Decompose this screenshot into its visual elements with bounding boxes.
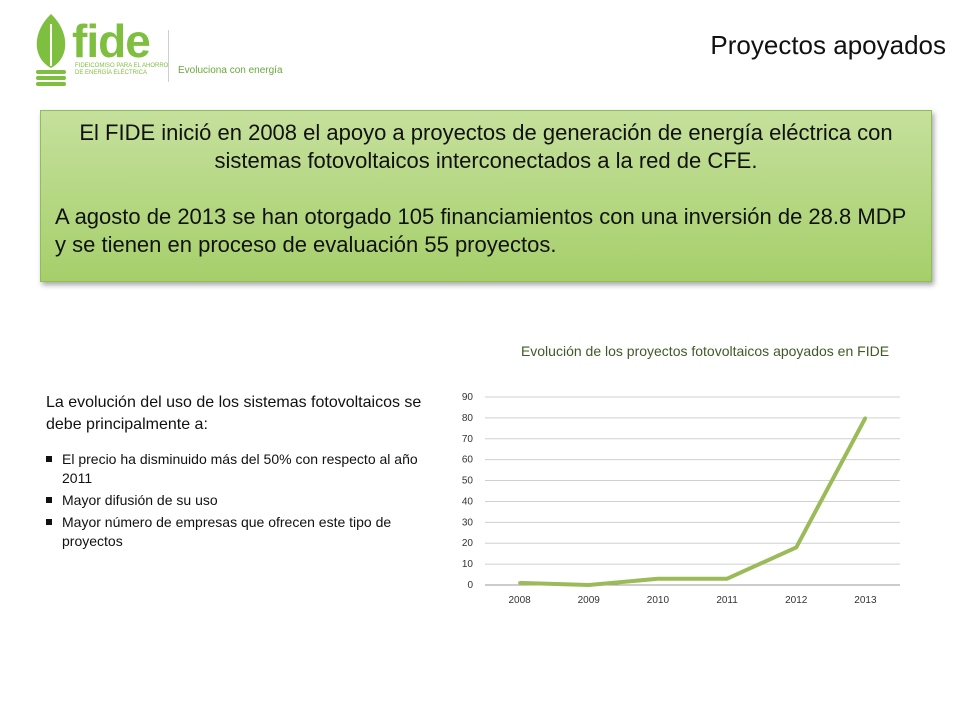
logo-wordmark: fide xyxy=(72,15,151,67)
y-tick-label: 50 xyxy=(462,476,474,487)
list-item-text: Mayor número de empresas que ofrecen est… xyxy=(62,514,392,549)
reasons-section: La evolución del uso de los sistemas fot… xyxy=(46,392,426,554)
logo-subtitle: FIDEICOMISO PARA EL AHORRO DE ENERGÍA EL… xyxy=(75,63,169,76)
y-tick-label: 40 xyxy=(462,496,474,507)
square-bullet-icon xyxy=(46,456,52,462)
data-point xyxy=(656,577,660,581)
reasons-intro: La evolución del uso de los sistemas fot… xyxy=(46,394,422,433)
series-line xyxy=(519,416,868,587)
page-title: Proyectos apoyados xyxy=(710,30,946,60)
x-tick-label: 2011 xyxy=(716,595,738,606)
list-item: Mayor difusión de su uso xyxy=(46,491,426,510)
y-tick-label: 70 xyxy=(462,434,474,445)
leaf-icon xyxy=(36,14,66,86)
fide-logo: fide FIDEICOMISO PARA EL AHORRO DE ENERG… xyxy=(30,10,290,90)
x-tick-label: 2012 xyxy=(785,595,808,606)
chart-svg: 0 10 20 30 40 50 60 70 80 90 2008 2009 2010 2011 2012 2… xyxy=(462,392,900,606)
y-tick-label: 20 xyxy=(462,538,474,549)
data-point xyxy=(794,545,798,549)
reasons-list: El precio ha disminuido más del 50% con … xyxy=(46,450,426,551)
x-tick-label: 2010 xyxy=(647,595,670,606)
line-chart: 0 10 20 30 40 50 60 70 80 90 2008 2009 2010 2011 2012 2… xyxy=(440,385,910,615)
y-tick-label: 10 xyxy=(462,559,474,570)
x-tick-label: 2008 xyxy=(508,595,531,606)
square-bullet-icon xyxy=(46,519,52,525)
data-point xyxy=(518,581,522,585)
summary-paragraph-1: El FIDE inició en 2008 el apoyo a proyec… xyxy=(79,120,893,173)
square-bullet-icon xyxy=(46,497,52,503)
y-tick-label: 30 xyxy=(462,517,474,528)
data-point xyxy=(863,416,867,420)
y-tick-label: 60 xyxy=(462,455,474,466)
data-point xyxy=(587,583,591,587)
x-tick-label: 2009 xyxy=(578,595,601,606)
list-item-text: El precio ha disminuido más del 50% con … xyxy=(62,451,418,486)
list-item: Mayor número de empresas que ofrecen est… xyxy=(46,513,426,551)
summary-box: El FIDE inició en 2008 el apoyo a proyec… xyxy=(40,110,932,282)
y-tick-label: 90 xyxy=(462,392,474,403)
list-item-text: Mayor difusión de su uso xyxy=(62,492,218,508)
x-tick-label: 2013 xyxy=(854,595,877,606)
summary-paragraph-2: A agosto de 2013 se han otorgado 105 fin… xyxy=(55,204,906,257)
chart-title: Evolución de los proyectos fotovoltaicos… xyxy=(520,343,890,359)
list-item: El precio ha disminuido más del 50% con … xyxy=(46,450,426,488)
data-point xyxy=(725,577,729,581)
y-tick-label: 0 xyxy=(467,580,473,591)
logo-tagline: Evoluciona con energía xyxy=(178,65,283,76)
logo-divider xyxy=(168,30,169,82)
y-tick-label: 80 xyxy=(462,413,474,424)
